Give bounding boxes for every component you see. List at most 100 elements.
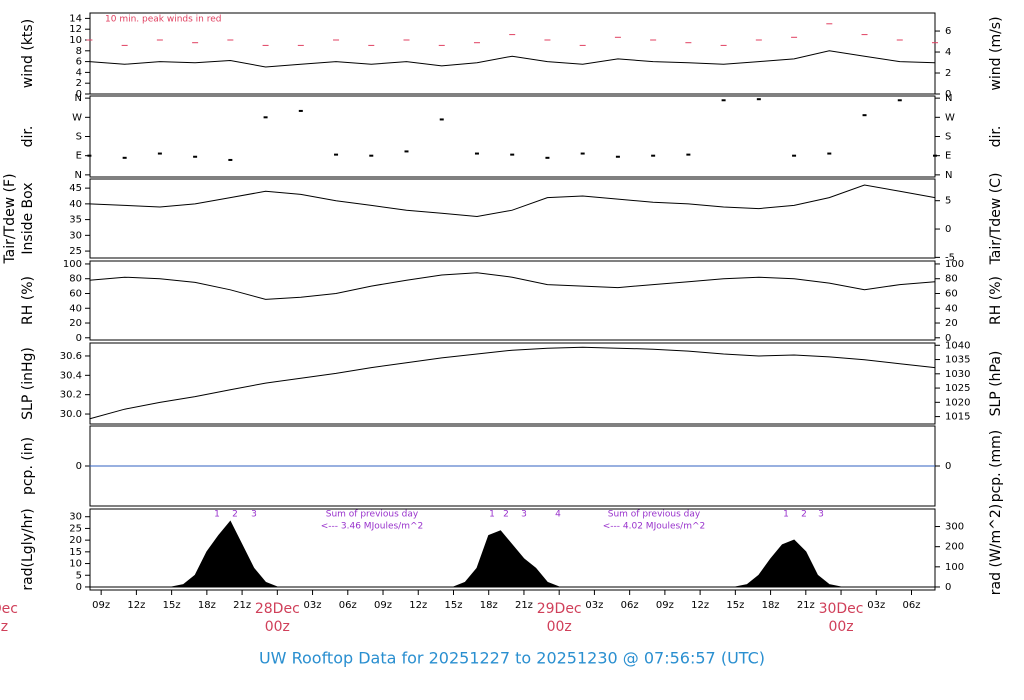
direction-mark <box>545 156 550 159</box>
direction-mark <box>686 153 691 156</box>
y-axis-label: wind (kts) <box>20 19 36 88</box>
direction-mark <box>792 154 797 157</box>
x-tick-label: 18z <box>198 600 216 611</box>
y-tick-label: 10 <box>69 35 82 46</box>
y-tick-label: 20 <box>69 318 82 329</box>
y-tick-label: E <box>76 151 82 162</box>
y2-tick-label: 80 <box>945 274 958 285</box>
date-label: 27Dec <box>0 601 18 617</box>
x-tick-label: 12z <box>691 600 709 611</box>
x-tick-label: 06z <box>621 600 639 611</box>
x-tick-label: 09z <box>374 600 392 611</box>
direction-mark <box>580 152 585 155</box>
line <box>89 184 936 218</box>
annotation: 1 <box>489 510 495 520</box>
direction-mark <box>510 153 515 156</box>
y-tick-label: 80 <box>69 274 82 285</box>
y2-axis-label: dir. <box>988 126 1004 148</box>
y2-tick-label: 1015 <box>945 412 970 423</box>
y-tick-label: 4 <box>76 67 82 78</box>
y2-tick-label: 100 <box>945 259 964 270</box>
y-tick-label: 0 <box>76 89 82 100</box>
panel-frame <box>89 95 936 178</box>
y2-tick-label: 300 <box>945 522 964 533</box>
x-tick-label: 09z <box>656 600 674 611</box>
y2-tick-label: 1025 <box>945 383 970 394</box>
y-tick-label: S <box>76 132 82 143</box>
y-tick-label: 100 <box>63 259 82 270</box>
y-tick-label: 5 <box>76 570 82 581</box>
y2-tick-label: 6 <box>945 26 951 37</box>
y-tick-label: W <box>72 112 82 123</box>
y2-tick-label: 100 <box>945 562 964 573</box>
y2-axis-label: rad (W/m^2) <box>988 504 1004 595</box>
direction-mark <box>756 98 761 101</box>
y-axis-label: pcp. (in) <box>20 437 36 495</box>
panel-frame <box>89 178 936 259</box>
panel-frame <box>89 260 936 341</box>
y-tick-label: 10 <box>69 559 82 570</box>
date-hour-label: 00z <box>265 619 290 635</box>
annotation: Sum of previous day <box>608 510 701 520</box>
direction-mark <box>827 152 832 155</box>
x-tick-label: 12z <box>127 600 145 611</box>
y-tick-label: 8 <box>76 46 82 57</box>
y2-axis-label: RH (%) <box>988 276 1004 325</box>
direction-mark <box>404 150 409 153</box>
direction-mark <box>933 154 937 157</box>
line <box>89 50 936 68</box>
panel-frame <box>89 342 936 425</box>
panel-frame <box>89 508 936 591</box>
y2-tick-label: 0 <box>945 224 951 235</box>
direction-mark <box>651 154 656 157</box>
y2-tick-label: 1020 <box>945 397 970 408</box>
y2-tick-label: 0 <box>945 582 951 593</box>
y-tick-label: 30.0 <box>60 409 82 420</box>
y2-tick-label: W <box>945 112 955 123</box>
x-tick-label: 15z <box>444 600 462 611</box>
annotation: 2 <box>801 510 807 520</box>
y2-tick-label: S <box>945 132 951 143</box>
direction-mark <box>87 154 92 157</box>
direction-mark <box>263 116 268 119</box>
direction-mark <box>721 99 726 102</box>
direction-mark <box>474 152 479 155</box>
date-hour-label: 00z <box>547 619 572 635</box>
annotation: 3 <box>251 510 257 520</box>
y2-tick-label: 40 <box>945 303 958 314</box>
annotation: 1 <box>214 510 220 520</box>
date-label: 29Dec <box>537 601 582 617</box>
y2-tick-label: N <box>945 93 952 104</box>
y2-tick-label: 2 <box>945 68 951 79</box>
y-tick-label: 25 <box>69 246 82 257</box>
y2-tick-label: 60 <box>945 288 958 299</box>
y2-tick-label: 1035 <box>945 355 970 366</box>
direction-mark <box>157 152 162 155</box>
y-tick-label: 25 <box>69 523 82 534</box>
x-tick-label: 21z <box>515 600 533 611</box>
y-tick-label: 0 <box>76 333 82 344</box>
y2-tick-label: 1040 <box>945 340 970 351</box>
direction-mark <box>369 154 374 157</box>
x-tick-label: 21z <box>797 600 815 611</box>
x-tick-label: 06z <box>339 600 357 611</box>
date-label: 28Dec <box>255 601 300 617</box>
y-tick-label: 40 <box>69 199 82 210</box>
y-tick-label: 15 <box>69 547 82 558</box>
line <box>89 346 936 420</box>
y2-axis-label: SLP (hPa) <box>988 351 1004 417</box>
y2-tick-label: 0 <box>945 89 951 100</box>
y-axis-label: Tair/Tdew (F) <box>2 173 18 264</box>
y2-tick-label: N <box>945 170 952 181</box>
y2-tick-label: 0 <box>945 461 951 472</box>
y2-tick-label: -5 <box>945 252 955 263</box>
annotation: <--- 3.46 MJoules/m^2 <box>321 522 423 532</box>
y-axis-label: rad(Lgly/hr) <box>20 508 36 590</box>
date-hour-label: 00z <box>0 619 8 635</box>
area <box>89 520 935 588</box>
y2-tick-label: 5 <box>945 196 951 207</box>
x-tick-label: 15z <box>726 600 744 611</box>
annotation: Sum of previous day <box>326 510 419 520</box>
x-tick-label: 18z <box>480 600 498 611</box>
y-tick-label: 60 <box>69 288 82 299</box>
